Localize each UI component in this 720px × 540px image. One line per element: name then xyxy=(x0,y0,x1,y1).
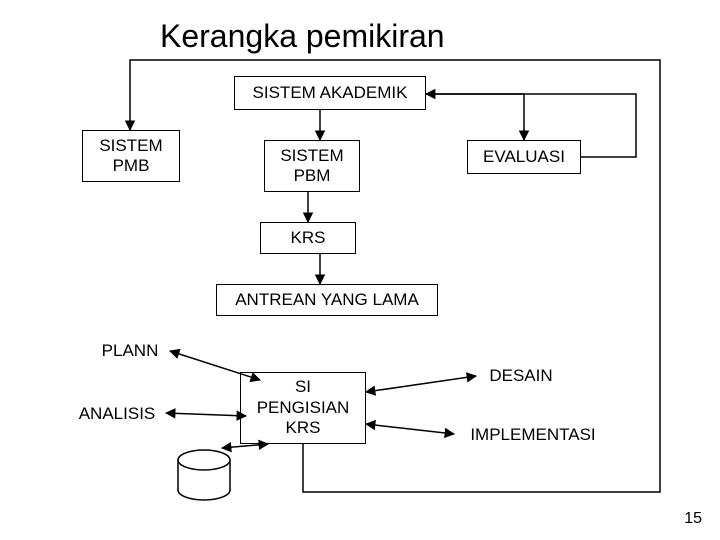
node-label: EVALUASI xyxy=(483,147,565,167)
node-desain: DESAIN xyxy=(476,362,566,390)
node-label: IMPLEMENTASI xyxy=(470,425,595,445)
node-label: SISTEMPMB xyxy=(99,136,162,177)
node-krs: KRS xyxy=(260,222,356,254)
diagram-title: Kerangka pemikiran xyxy=(160,18,445,55)
node-label: DESAIN xyxy=(489,366,552,386)
node-label: PLANN xyxy=(102,341,159,361)
node-si-pengisian: SIPENGISIANKRS xyxy=(240,372,366,444)
node-label: ANALISIS xyxy=(79,404,156,424)
node-sistem-pbm: SISTEMPBM xyxy=(264,140,360,192)
page-number: 15 xyxy=(684,510,702,528)
node-analisis: ANALISIS xyxy=(68,400,166,428)
node-label: SISTEMPBM xyxy=(280,146,343,187)
node-implementasi: IMPLEMENTASI xyxy=(454,420,612,450)
node-label: KRS xyxy=(291,228,326,248)
node-sistem-pmb: SISTEMPMB xyxy=(82,130,180,182)
node-label: ANTREAN YANG LAMA xyxy=(235,290,419,310)
node-label: SISTEM AKADEMIK xyxy=(253,83,408,103)
node-evaluasi: EVALUASI xyxy=(467,140,581,174)
node-plann: PLANN xyxy=(90,336,170,366)
node-label: SIPENGISIANKRS xyxy=(257,377,350,438)
node-antrean: ANTREAN YANG LAMA xyxy=(216,284,438,316)
node-sistem-akademik: SISTEM AKADEMIK xyxy=(234,76,426,110)
